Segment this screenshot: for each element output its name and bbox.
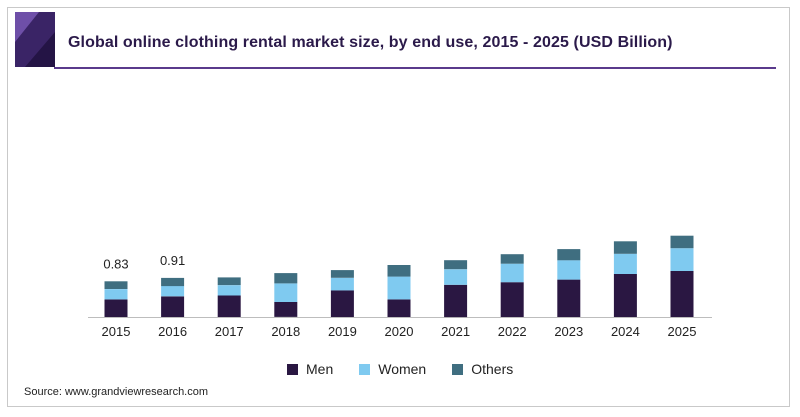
chart-frame: [7, 7, 790, 407]
bar-women-2021: [444, 269, 468, 285]
data-label-2016: 0.91: [160, 253, 185, 268]
bar-women-2020: [387, 276, 411, 300]
legend-label-women: Women: [378, 361, 427, 377]
brand-logo: [15, 12, 55, 67]
chart-legend: Men Women Others: [287, 361, 513, 377]
legend-item-women: Women: [359, 361, 426, 377]
bar-others-2024: [613, 241, 637, 254]
bar-men-2015: [104, 299, 128, 317]
chart-title: Global online clothing rental market siz…: [68, 34, 673, 51]
bar-others-2023: [557, 249, 581, 261]
bar-women-2022: [500, 263, 524, 283]
bar-women-2015: [104, 289, 128, 300]
x-tick-label-2016: 2016: [158, 324, 187, 339]
data-label-2015: 0.83: [103, 256, 128, 271]
bar-others-2019: [330, 270, 354, 278]
bar-others-2018: [274, 273, 298, 284]
bar-men-2016: [161, 296, 185, 317]
bar-others-2025: [670, 235, 694, 249]
bar-men-2021: [444, 284, 468, 318]
legend-item-men: Men: [287, 361, 333, 377]
x-tick-label-2022: 2022: [498, 324, 527, 339]
x-tick-label-2020: 2020: [385, 324, 414, 339]
legend-item-others: Others: [452, 361, 513, 377]
bar-others-2015: [104, 281, 128, 289]
bar-men-2017: [217, 295, 241, 317]
bar-others-2017: [217, 277, 241, 286]
bar-men-2025: [670, 271, 694, 317]
bar-men-2022: [500, 282, 524, 317]
bar-women-2024: [613, 253, 637, 274]
bar-others-2016: [161, 277, 185, 287]
x-tick-label-2017: 2017: [215, 324, 244, 339]
x-tick-label-2025: 2025: [668, 324, 697, 339]
bar-women-2016: [161, 286, 185, 297]
bar-women-2023: [557, 260, 581, 280]
bar-women-2019: [330, 277, 354, 291]
bar-men-2023: [557, 279, 581, 317]
legend-swatch-others: [452, 363, 464, 375]
legend-swatch-men: [287, 363, 298, 375]
x-tick-label-2021: 2021: [441, 324, 470, 339]
x-tick-label-2023: 2023: [554, 324, 583, 339]
bar-men-2024: [613, 274, 637, 317]
bar-men-2019: [330, 290, 354, 317]
bar-women-2017: [217, 285, 241, 296]
legend-label-others: Others: [471, 361, 514, 377]
bar-others-2021: [444, 260, 468, 270]
x-tick-label-2018: 2018: [271, 324, 300, 339]
title-divider: [54, 67, 776, 69]
bar-men-2018: [274, 301, 298, 317]
x-tick-label-2019: 2019: [328, 324, 357, 339]
legend-label-men: Men: [306, 361, 334, 377]
bar-others-2020: [387, 265, 411, 277]
legend-swatch-women: [359, 363, 371, 375]
bar-women-2025: [670, 248, 694, 271]
bar-women-2018: [274, 283, 298, 302]
source-note: Source: www.grandviewresearch.com: [24, 386, 209, 398]
x-tick-label-2024: 2024: [611, 324, 640, 339]
bar-others-2022: [500, 254, 524, 264]
x-tick-label-2015: 2015: [102, 324, 131, 339]
bar-men-2020: [387, 299, 411, 317]
